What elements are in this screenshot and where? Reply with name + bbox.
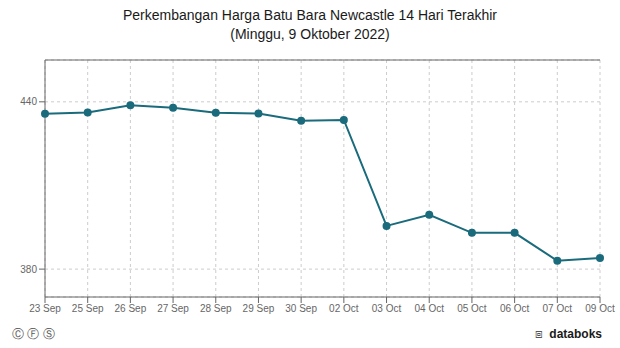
svg-text:02 Oct: 02 Oct — [329, 303, 359, 314]
svg-text:28 Sep: 28 Sep — [200, 303, 232, 314]
svg-text:03 Oct: 03 Oct — [372, 303, 402, 314]
svg-text:27 Sep: 27 Sep — [157, 303, 189, 314]
svg-text:29 Sep: 29 Sep — [243, 303, 275, 314]
svg-text:380: 380 — [20, 264, 37, 275]
svg-text:09 Oct: 09 Oct — [585, 303, 612, 314]
svg-text:04 Oct: 04 Oct — [414, 303, 444, 314]
svg-text:05 Oct: 05 Oct — [457, 303, 487, 314]
svg-text:25 Sep: 25 Sep — [72, 303, 104, 314]
html-text:databoks: databoks — [549, 327, 602, 341]
svg-text:07 Oct: 07 Oct — [543, 303, 573, 314]
html-text:(Minggu, 9 Oktober 2022): (Minggu, 9 Oktober 2022) — [230, 26, 390, 42]
svg-text:30 Sep: 30 Sep — [285, 303, 317, 314]
svg-text:440: 440 — [20, 96, 37, 107]
svg-text:06 Oct: 06 Oct — [500, 303, 530, 314]
html-text:Perkembangan Harga Batu Bara N: Perkembangan Harga Batu Bara Newcastle 1… — [123, 7, 497, 23]
svg-text:26 Sep: 26 Sep — [115, 303, 147, 314]
svg-text:23 Sep: 23 Sep — [29, 303, 61, 314]
